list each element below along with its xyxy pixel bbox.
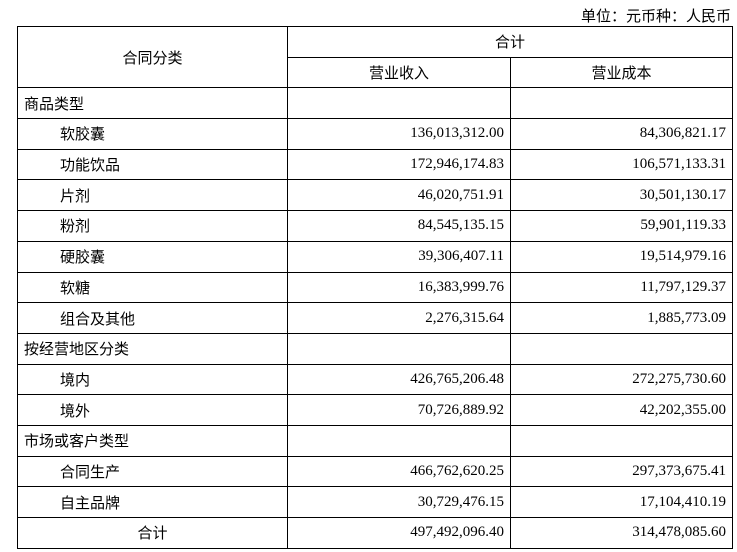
revenue-cell: 426,765,206.48 <box>287 363 511 396</box>
section-row: 按经营地区分类 <box>17 332 734 365</box>
row-label: 片剂 <box>17 179 288 212</box>
header-cell: 合计 <box>286 26 734 58</box>
row-label: 组合及其他 <box>17 302 288 334</box>
revenue-cell: 466,762,620.25 <box>287 455 511 488</box>
table-body: 合同分类 合计 营业收入 营业成本 商品类型 软胶囊 136,013,312.00 8… <box>17 25 734 549</box>
row-label: 境外 <box>17 394 288 426</box>
header-row: 营业收入 营业成本 <box>18 56 734 89</box>
total-label: 合计 <box>17 517 288 549</box>
cost-cell: 59,901,119.33 <box>509 210 734 242</box>
data-row: 组合及其他 2,276,315.64 1,885,773.09 <box>17 302 734 334</box>
cost-cell: 42,202,355.00 <box>509 394 734 426</box>
data-row: 片剂 46,020,751.91 30,501,130.17 <box>17 179 734 212</box>
total-row: 合计 497,492,096.40 314,478,085.60 <box>17 517 734 549</box>
cost-cell: 11,797,129.37 <box>509 271 734 304</box>
revenue-cell: 39,306,407.11 <box>287 240 511 273</box>
header-cell: 合同分类 <box>17 25 288 89</box>
revenue-cell: 172,946,174.83 <box>287 148 511 181</box>
revenue-cell: 16,383,999.76 <box>287 271 511 304</box>
empty-cell <box>287 424 511 457</box>
cost-cell: 314,478,085.60 <box>509 517 734 549</box>
cost-cell: 19,514,979.16 <box>509 240 734 273</box>
data-row: 合同生产 466,762,620.25 297,373,675.41 <box>17 455 734 488</box>
data-row: 粉剂 84,545,135.15 59,901,119.33 <box>17 210 734 242</box>
data-row: 软胶囊 136,013,312.00 84,306,821.17 <box>17 118 734 150</box>
row-label: 硬胶囊 <box>17 240 288 273</box>
revenue-cell: 70,726,889.92 <box>287 394 511 426</box>
revenue-table: 合同分类 合计 营业收入 营业成本 商品类型 软胶囊 136,013,312.00 8… <box>17 25 734 549</box>
section-title: 市场或客户类型 <box>17 424 288 457</box>
header-cell: 营业收入 <box>287 56 511 89</box>
row-label: 软胶囊 <box>17 118 288 150</box>
data-row: 功能饮品 172,946,174.83 106,571,133.31 <box>17 148 734 181</box>
empty-cell <box>287 332 511 365</box>
data-row: 境内 426,765,206.48 272,275,730.60 <box>17 363 734 396</box>
empty-cell <box>509 87 734 120</box>
cost-cell: 106,571,133.31 <box>509 148 734 181</box>
cost-cell: 84,306,821.17 <box>509 118 734 150</box>
row-label: 软糖 <box>17 271 288 304</box>
empty-cell <box>509 424 734 457</box>
cost-cell: 17,104,410.19 <box>509 486 734 518</box>
section-title: 按经营地区分类 <box>17 332 288 365</box>
data-row: 软糖 16,383,999.76 11,797,129.37 <box>17 271 734 304</box>
revenue-cell: 84,545,135.15 <box>287 210 511 242</box>
revenue-cell: 136,013,312.00 <box>287 118 511 150</box>
cost-cell: 297,373,675.41 <box>509 455 734 488</box>
section-row: 商品类型 <box>17 87 734 120</box>
revenue-cell: 30,729,476.15 <box>287 486 511 518</box>
section-row: 市场或客户类型 <box>17 424 734 457</box>
row-label: 合同生产 <box>17 455 288 488</box>
empty-cell <box>287 87 511 120</box>
row-label: 自主品牌 <box>17 486 288 518</box>
revenue-cell: 2,276,315.64 <box>287 302 511 334</box>
empty-cell <box>509 332 734 365</box>
cost-cell: 1,885,773.09 <box>509 302 734 334</box>
row-label: 境内 <box>17 363 288 396</box>
header-row: 合同分类 合计 <box>17 25 734 89</box>
row-label: 粉剂 <box>17 210 288 242</box>
data-row: 境外 70,726,889.92 42,202,355.00 <box>17 394 734 426</box>
row-label: 功能饮品 <box>17 148 288 181</box>
data-row: 自主品牌 30,729,476.15 17,104,410.19 <box>17 486 734 518</box>
cost-cell: 272,275,730.60 <box>509 363 734 396</box>
cost-cell: 30,501,130.17 <box>509 179 734 212</box>
section-title: 商品类型 <box>17 87 288 120</box>
revenue-cell: 46,020,751.91 <box>287 179 511 212</box>
unit-label: 单位：元币种：人民币 <box>580 9 731 25</box>
data-row: 硬胶囊 39,306,407.11 19,514,979.16 <box>17 240 734 273</box>
revenue-cell: 497,492,096.40 <box>287 517 511 549</box>
header-cell: 营业成本 <box>509 56 734 89</box>
